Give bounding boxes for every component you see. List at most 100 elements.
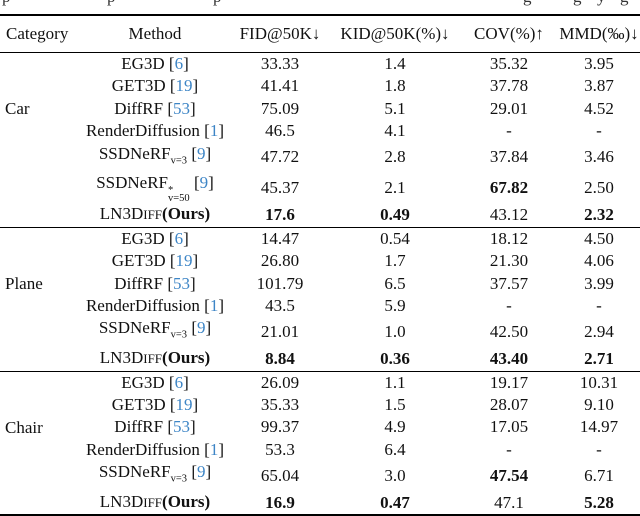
- mmd-value: 3.46: [584, 147, 614, 167]
- mmd-value: -: [596, 439, 602, 459]
- cov-value: 47.54: [489, 465, 529, 485]
- mmd-value: -: [596, 121, 602, 141]
- method-subscript: v=50: [168, 193, 190, 205]
- cite-bracket-open: [: [187, 143, 197, 163]
- citation-link[interactable]: 6: [174, 228, 184, 248]
- table-row: Plane EG3D [6] 14.47 0.54 18.12 4.50: [0, 226, 640, 372]
- mmd-value: 2.50: [584, 177, 614, 197]
- method-cell: GET3D [19]: [80, 75, 230, 97]
- method-cell: SSDNeRFv=3 [9]: [80, 317, 230, 347]
- cite-bracket-open: [: [163, 273, 174, 293]
- fid-value: 26.09: [230, 370, 330, 395]
- fid-value: 14.47: [230, 226, 330, 251]
- method-cell: EG3D [6]: [80, 53, 230, 76]
- results-table: Category Method FID@50K↓ KID@50K(%)↓ COV…: [0, 14, 640, 516]
- kid-value: 0.47: [380, 492, 410, 512]
- table-row: GET3D [19] 35.33 1.5 28.07 9.10: [0, 394, 640, 416]
- method-cell: RenderDiffusion [1]: [80, 120, 230, 142]
- cite-bracket-close: ]: [183, 54, 189, 73]
- citation-link[interactable]: 9: [199, 173, 209, 193]
- table-row: Car EG3D [6] 33.33 1.4 35.32 3.95: [0, 53, 640, 118]
- cov-value: 37.57: [489, 273, 529, 293]
- cite-bracket-close: ]: [190, 98, 196, 118]
- category-label: Car: [5, 99, 30, 118]
- citation-link[interactable]: 19: [175, 76, 193, 96]
- mmd-value: 2.94: [584, 322, 614, 342]
- table-row: GET3D [19] 26.80 1.7 21.30 4.06: [0, 250, 640, 272]
- citation-link[interactable]: 19: [175, 251, 193, 271]
- table-row: RenderDiffusion [1] 53.3 6.4 - -: [0, 439, 640, 461]
- category-label: Plane: [0, 226, 80, 372]
- mmd-value: 4.52: [584, 98, 614, 118]
- ours-label: (Ours): [162, 348, 211, 368]
- mmd-value: 2.32: [584, 204, 614, 224]
- mmd-value: 4.50: [558, 226, 640, 251]
- method-cell: EG3D [6]: [80, 370, 230, 395]
- method-cell: SSDNeRF * v=50 [9]: [80, 172, 230, 205]
- cov-value: 21.30: [489, 251, 529, 271]
- fid-value: 17.6: [265, 204, 295, 224]
- method-name-smallcaps: IFF: [143, 495, 163, 511]
- cite-bracket-close: ]: [190, 273, 196, 293]
- fid-value: 101.79: [256, 273, 304, 293]
- method-name: GET3D: [111, 395, 166, 415]
- citation-link[interactable]: 53: [173, 273, 191, 293]
- citation-link[interactable]: 53: [173, 417, 191, 437]
- citation-link[interactable]: 6: [174, 372, 184, 392]
- citation-link[interactable]: 9: [196, 462, 206, 482]
- mmd-value: 5.28: [584, 492, 614, 512]
- cite-bracket-open: [: [189, 173, 200, 193]
- clipped-caption-fragment: pppggyg: [0, 0, 640, 6]
- fid-value: 41.41: [260, 76, 300, 96]
- method-name: SSDNeRF: [98, 462, 171, 482]
- method-cell: DiffRF [53]: [80, 416, 230, 438]
- cov-value: -: [506, 439, 512, 459]
- fid-value: 47.72: [260, 147, 300, 167]
- mmd-value: 6.71: [584, 465, 614, 485]
- cov-value: 28.07: [489, 395, 529, 415]
- kid-value: 2.1: [384, 177, 406, 197]
- cov-value: 67.82: [489, 177, 529, 197]
- citation-link[interactable]: 1: [209, 121, 219, 141]
- cite-bracket-open: [: [199, 121, 210, 141]
- cite-bracket-open: [: [164, 54, 175, 73]
- fid-value: 53.3: [265, 439, 295, 459]
- method-cell: GET3D [19]: [80, 250, 230, 272]
- cite-bracket-close: ]: [192, 395, 199, 415]
- mmd-value: 2.71: [584, 348, 614, 368]
- cov-value: 37.84: [489, 147, 529, 167]
- kid-value: 1.8: [384, 76, 406, 96]
- citation-link[interactable]: 1: [209, 296, 219, 316]
- category-label: Chair: [0, 370, 80, 516]
- method-cell: SSDNeRFv=3 [9]: [80, 461, 230, 491]
- citation-link[interactable]: 9: [196, 143, 206, 163]
- citation-link[interactable]: 1: [209, 439, 219, 459]
- method-name: LN3D: [99, 492, 144, 512]
- table-row: DiffRF [53] 101.79 6.5 37.57 3.99: [0, 273, 640, 295]
- cite-bracket-open: [: [164, 228, 175, 248]
- method-subscript: v=3: [170, 473, 188, 485]
- cite-bracket-close: ]: [218, 439, 225, 459]
- citation-link[interactable]: 9: [196, 318, 206, 338]
- method-cell: EG3D [6]: [80, 226, 230, 251]
- method-sup-sub: * v=50: [168, 186, 190, 205]
- table-row: SSDNeRF * v=50 [9] 45.37 2.1 67.82 2.50: [0, 172, 640, 205]
- table-row: RenderDiffusion [1] 46.5 4.1 - -: [0, 120, 640, 142]
- method-cell: RenderDiffusion [1]: [80, 439, 230, 461]
- cite-bracket-open: [: [165, 76, 176, 96]
- cite-bracket-open: [: [165, 251, 176, 271]
- kid-value: 6.5: [384, 273, 406, 293]
- kid-value: 1.4: [384, 54, 406, 73]
- method-cell: DiffRF [53]: [80, 273, 230, 295]
- kid-value: 0.54: [330, 226, 460, 251]
- method-name: RenderDiffusion: [85, 439, 200, 459]
- kid-value: 3.0: [384, 465, 406, 485]
- citation-link[interactable]: 6: [174, 54, 184, 73]
- method-cell: SSDNeRFv=3 [9]: [80, 143, 230, 173]
- cov-value: 37.78: [489, 76, 529, 96]
- table-row: LN3DIFF(Ours) 8.84 0.36 43.40 2.71: [0, 347, 640, 371]
- cite-bracket-close: ]: [205, 462, 212, 482]
- fid-value: 35.33: [260, 395, 300, 415]
- citation-link[interactable]: 19: [175, 395, 193, 415]
- citation-link[interactable]: 53: [173, 98, 191, 118]
